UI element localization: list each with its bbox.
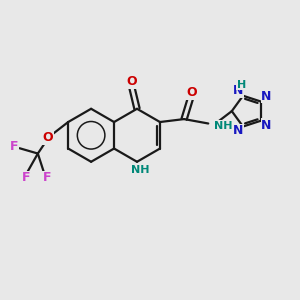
Text: O: O xyxy=(43,131,53,144)
Text: N: N xyxy=(232,84,243,97)
Text: N: N xyxy=(232,124,243,137)
Text: H: H xyxy=(237,80,246,89)
Text: NH: NH xyxy=(214,121,232,131)
Text: NH: NH xyxy=(131,165,150,175)
Text: F: F xyxy=(10,140,19,153)
Text: O: O xyxy=(187,86,197,99)
Text: N: N xyxy=(261,118,272,132)
Text: F: F xyxy=(42,171,51,184)
Text: O: O xyxy=(126,75,137,88)
Text: N: N xyxy=(261,90,272,103)
Text: F: F xyxy=(22,171,30,184)
